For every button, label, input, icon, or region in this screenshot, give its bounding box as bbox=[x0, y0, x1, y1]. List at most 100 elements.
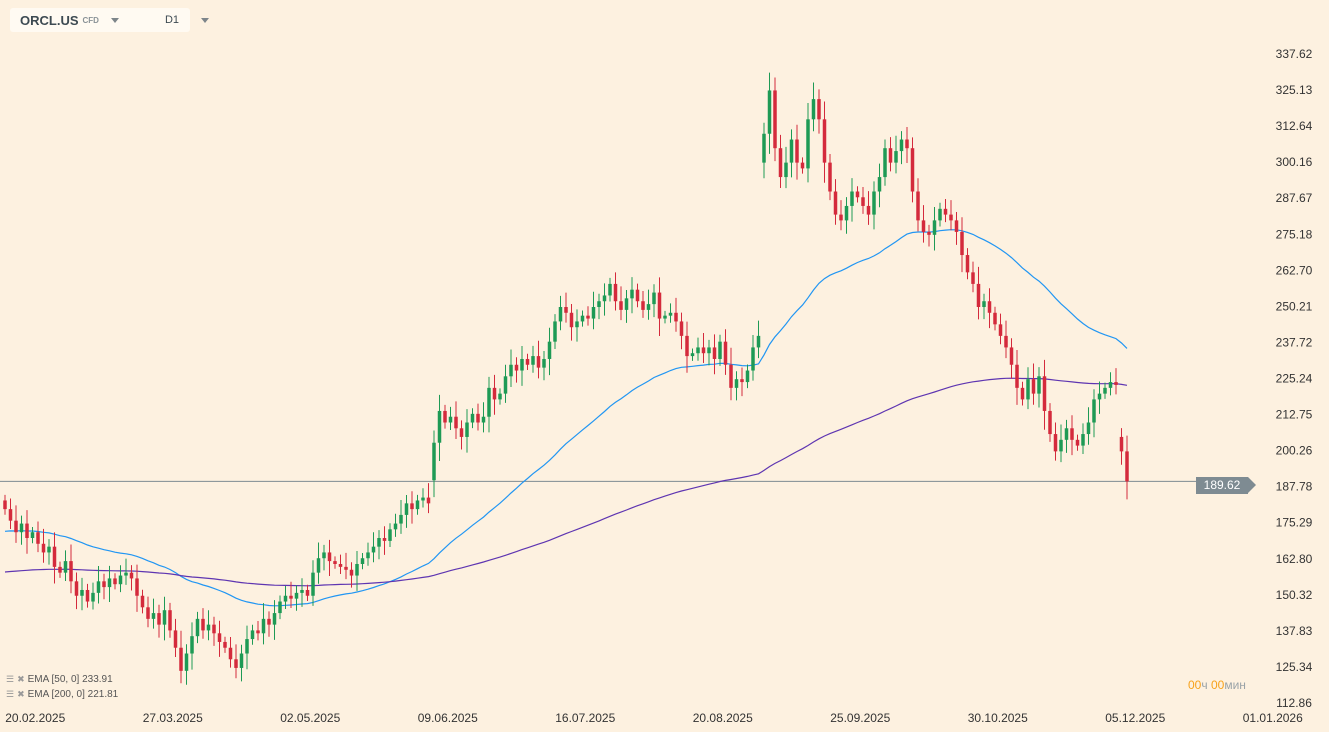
candle-down bbox=[833, 191, 838, 215]
y-tick-label: 200.26 bbox=[1276, 444, 1313, 458]
candle-down bbox=[564, 307, 568, 313]
indicator-label: EMA [200, 0] 221.81 bbox=[27, 689, 119, 700]
candle-down bbox=[943, 208, 948, 215]
candle-down bbox=[674, 312, 678, 322]
candle-down bbox=[14, 520, 18, 533]
y-tick-label: 175.29 bbox=[1276, 516, 1313, 530]
candle-up bbox=[646, 304, 651, 310]
candle-up bbox=[696, 347, 700, 354]
candle-down bbox=[157, 613, 161, 625]
candle-down bbox=[1048, 410, 1052, 435]
candle-up bbox=[1108, 382, 1113, 388]
candle-up bbox=[96, 581, 101, 593]
candle-up bbox=[932, 220, 937, 235]
candle-down bbox=[800, 162, 805, 169]
candle-up bbox=[1064, 428, 1069, 440]
candle-down bbox=[679, 321, 684, 336]
timeframe-value[interactable]: D1 bbox=[164, 14, 180, 26]
indicator-ema200: ☰ ✖ EMA [200, 0] 221.81 bbox=[6, 687, 118, 702]
x-tick-label: 30.10.2025 bbox=[968, 711, 1028, 725]
candle-up bbox=[652, 292, 656, 305]
symbol-name[interactable]: ORCL.US bbox=[20, 12, 79, 28]
candle-up bbox=[1103, 387, 1107, 394]
candle-up bbox=[294, 592, 299, 599]
candle-down bbox=[327, 552, 332, 562]
settings-icon[interactable]: ☰ bbox=[6, 689, 15, 699]
candle-down bbox=[916, 191, 920, 221]
x-tick-label: 02.05.2025 bbox=[280, 711, 340, 725]
close-icon[interactable]: ✖ bbox=[17, 674, 25, 684]
timer-hours: 00 bbox=[1188, 678, 1202, 692]
y-tick-label: 275.18 bbox=[1276, 227, 1313, 241]
candle-down bbox=[344, 566, 348, 570]
candle-up bbox=[597, 301, 601, 308]
candle-down bbox=[828, 162, 832, 192]
candle-down bbox=[888, 148, 893, 163]
candle-up bbox=[63, 561, 68, 573]
settings-icon[interactable]: ☰ bbox=[6, 674, 15, 684]
candle-down bbox=[817, 99, 821, 120]
candle-down bbox=[712, 347, 717, 359]
close-icon[interactable]: ✖ bbox=[17, 689, 25, 699]
candle-down bbox=[635, 289, 640, 302]
candle-up bbox=[707, 347, 711, 354]
candle-down bbox=[349, 569, 354, 576]
y-tick-label: 137.83 bbox=[1276, 624, 1313, 638]
y-tick-label: 212.75 bbox=[1276, 408, 1313, 422]
candle-down bbox=[3, 500, 7, 510]
candle-down bbox=[729, 364, 733, 388]
timeframe-dropdown-icon[interactable] bbox=[201, 17, 210, 23]
candle-down bbox=[234, 659, 238, 668]
candle-down bbox=[641, 301, 645, 310]
candle-down bbox=[866, 205, 871, 215]
candle-down bbox=[993, 312, 997, 325]
candle-up bbox=[624, 298, 629, 310]
candle-down bbox=[525, 358, 530, 365]
x-tick-label: 09.06.2025 bbox=[418, 711, 478, 725]
candle-up bbox=[151, 613, 156, 619]
candle-down bbox=[52, 546, 57, 567]
candle-down bbox=[514, 364, 519, 371]
y-tick-label: 262.70 bbox=[1276, 263, 1313, 277]
candle-down bbox=[839, 214, 843, 221]
candle-down bbox=[1075, 439, 1080, 446]
symbol-selector-bar: ORCL.US CFD D1 bbox=[10, 8, 210, 32]
candle-down bbox=[927, 231, 931, 235]
instrument-type: CFD bbox=[82, 15, 99, 25]
candle-down bbox=[168, 610, 172, 631]
candle-down bbox=[173, 630, 178, 648]
candle-up bbox=[547, 341, 552, 359]
candle-down bbox=[410, 503, 414, 510]
candle-up bbox=[784, 162, 788, 178]
candle-up bbox=[30, 532, 35, 539]
candle-up bbox=[806, 119, 810, 169]
candle-up bbox=[602, 295, 607, 302]
candle-up bbox=[272, 613, 277, 625]
candle-down bbox=[822, 119, 827, 163]
indicator-legend: ☰ ✖ EMA [50, 0] 233.91 ☰ ✖ EMA [200, 0] 221.… bbox=[6, 672, 118, 702]
candle-down bbox=[25, 523, 29, 539]
x-tick-label: 20.08.2025 bbox=[693, 711, 753, 725]
candle-up bbox=[311, 572, 315, 596]
candle-up bbox=[844, 205, 849, 221]
candle-up bbox=[366, 552, 370, 559]
candle-up bbox=[498, 393, 502, 400]
candle-up bbox=[877, 177, 882, 192]
timer-minutes: 00 bbox=[1210, 678, 1225, 692]
candle-up bbox=[520, 358, 524, 371]
candle-up bbox=[377, 538, 381, 547]
candle-up bbox=[503, 376, 508, 394]
x-tick-label: 05.12.2025 bbox=[1105, 711, 1165, 725]
symbol-dropdown-icon[interactable] bbox=[110, 17, 119, 23]
candle-down bbox=[459, 428, 464, 437]
candle-down bbox=[289, 595, 293, 599]
candle-up bbox=[789, 139, 794, 163]
candle-up bbox=[300, 589, 304, 593]
candle-up bbox=[415, 500, 420, 510]
candle-up bbox=[107, 578, 112, 588]
candle-up bbox=[118, 575, 123, 585]
candle-down bbox=[740, 379, 744, 383]
candle-up bbox=[432, 442, 436, 481]
candle-up bbox=[448, 416, 453, 423]
